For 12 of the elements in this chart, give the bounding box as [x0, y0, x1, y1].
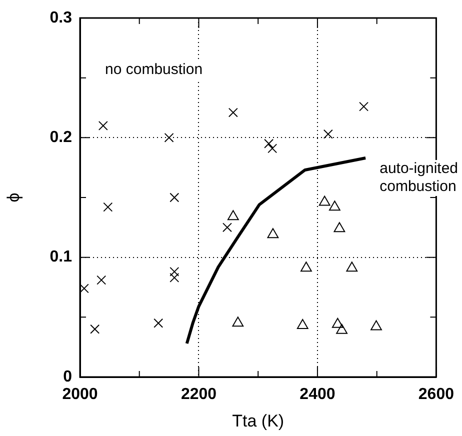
x-tick-label: 2600	[418, 386, 454, 404]
annotation: auto-ignited combustion	[380, 160, 458, 196]
y-tick-label: 0	[63, 368, 72, 386]
y-axis-title: ϕ	[4, 192, 23, 202]
x-axis-title: Tta (K)	[232, 411, 284, 430]
x-tick-label: 2000	[62, 386, 98, 404]
y-tick-label: 0.1	[50, 248, 72, 266]
x-tick-label: 2200	[180, 386, 217, 404]
y-tick-label: 0.2	[50, 129, 72, 146]
y-tick-label: 0.3	[50, 9, 72, 26]
annotation: no combustion	[105, 61, 203, 78]
x-tick-label: 2400	[300, 386, 336, 404]
